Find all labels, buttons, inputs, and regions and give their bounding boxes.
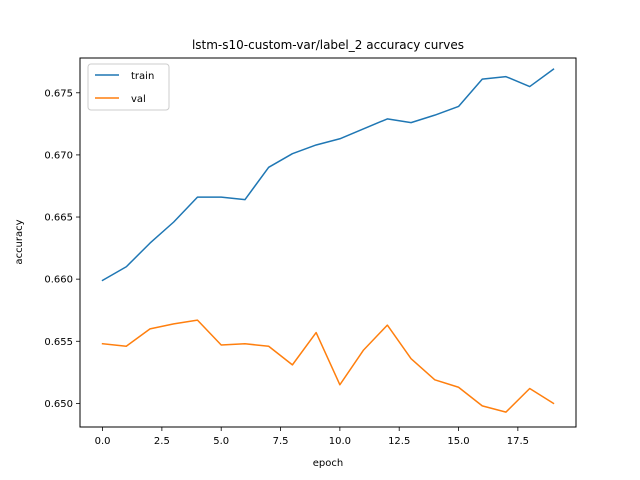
series-layer — [101, 68, 555, 413]
plot-area — [79, 57, 577, 428]
x-tick-label: 2.5 — [154, 436, 170, 447]
series-line-train — [101, 68, 555, 282]
y-tick-label: 0.670 — [44, 150, 73, 161]
y-tick-label: 0.655 — [44, 337, 73, 348]
chart-title: lstm-s10-custom-var/label_2 accuracy cur… — [192, 38, 464, 52]
x-tick-label: 17.5 — [507, 436, 529, 447]
y-axis-label: accuracy — [14, 219, 25, 264]
x-tick-label: 7.5 — [273, 436, 289, 447]
x-tick-label: 0.0 — [95, 436, 111, 447]
y-tick-label: 0.660 — [44, 275, 73, 286]
x-tick-label: 5.0 — [213, 436, 229, 447]
legend-train-label: train — [131, 71, 154, 82]
series-line-val — [101, 319, 555, 413]
legend: train val — [87, 63, 170, 111]
axes-frame — [79, 57, 577, 428]
y-tick-label: 0.665 — [44, 213, 73, 224]
y-tick-label: 0.650 — [44, 399, 73, 410]
x-tick-label: 10.0 — [329, 436, 351, 447]
x-axis-label: epoch — [313, 458, 343, 469]
y-tick-label: 0.675 — [44, 88, 73, 99]
y-axis: 0.650 0.655 0.660 0.665 0.670 0.675 — [44, 88, 80, 410]
x-tick-label: 15.0 — [447, 436, 469, 447]
legend-box — [87, 63, 170, 111]
x-axis: 0.0 2.5 5.0 7.5 10.0 12.5 15.0 17.5 — [95, 427, 529, 447]
legend-val-label: val — [131, 94, 146, 105]
x-tick-label: 12.5 — [388, 436, 410, 447]
